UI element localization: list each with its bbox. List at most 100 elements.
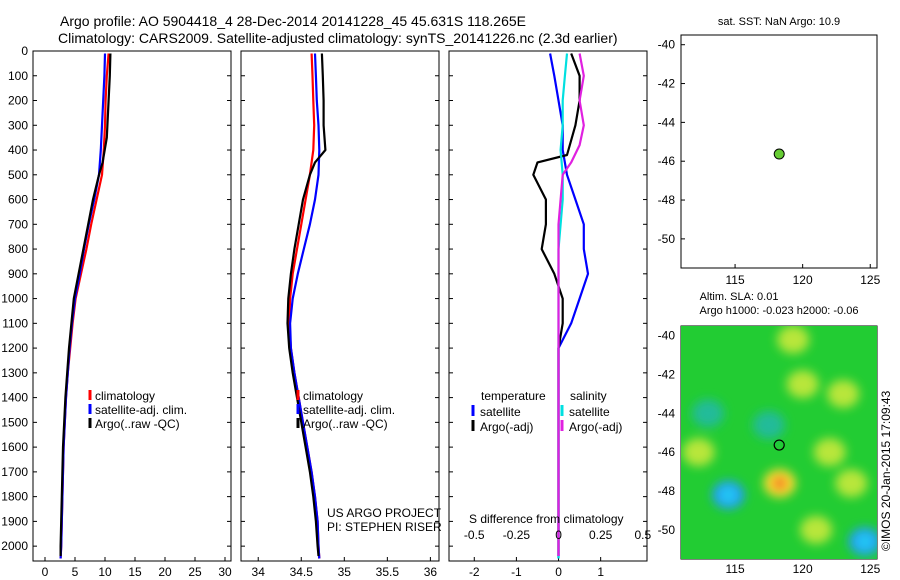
diff-legend-label: satellite [569,405,610,419]
sal-series-argorawqc [286,53,327,557]
sla-title-2: Argo h1000: -0.023 h2000: -0.06 [699,305,858,317]
sst-ytick-label: -50 [658,232,676,246]
sla-field [682,326,877,556]
diff-legend-title: temperature [481,389,546,403]
sst-float-marker [773,148,785,160]
diff-legend-label: Argo(-adj) [569,420,622,434]
x-tick-label: 0 [42,565,49,579]
diff-legend-title: salinity [570,389,607,403]
sst-title: sat. SST: NaN Argo: 10.9 [718,16,840,28]
sal-legend-label: climatology [303,389,363,403]
sla-ytick-label: -46 [658,445,676,459]
sst-ytick-label: -44 [658,115,676,129]
y-tick-label: 800 [8,242,28,256]
x-tick-label: 15 [128,565,142,579]
x-tick-label-t: 0 [555,565,562,579]
sst-ytick-label: -46 [658,154,676,168]
credit-imos: ©IMOS 20-Jan-2015 17:09:43 [879,390,893,551]
y-tick-label: 1700 [1,465,28,479]
y-tick-label: 0 [21,44,28,58]
x-tick-label-s: 0.5 [634,528,651,542]
x-tick-label-s: 0 [555,528,562,542]
x-tick-label: 20 [158,565,172,579]
sla-float-marker [773,439,785,451]
sla-anomaly [777,326,810,354]
x-tick-label: 30 [218,565,232,579]
x-tick-label-t: 1 [597,565,604,579]
x-tick-label: 25 [188,565,202,579]
x-tick-label-t: -2 [469,565,480,579]
sla-ytick-label: -50 [658,523,676,537]
x-tick-label-s: -0.5 [464,528,485,542]
temp-legend-label: Argo(..raw -QC) [95,417,180,431]
y-tick-label: 700 [8,217,28,231]
temp-legend-label: satellite-adj. clim. [95,403,187,417]
sla-anomaly-core [856,533,873,550]
temp-series-argorawqc [59,53,112,556]
diff-series-temperature-argoadj [532,53,581,556]
y-tick-label: 300 [8,118,28,132]
credit-project: US ARGO PROJECT [327,506,442,520]
sla-background [681,326,877,559]
temp-series-satelliteadjclim [59,53,107,559]
sal-frame [240,50,440,562]
sst-ytick-label: -40 [658,38,676,52]
diff-xlabel-top: S difference from climatology [469,512,624,526]
sla-ytick-label: -48 [658,484,676,498]
title-line-1: Argo profile: AO 5904418_4 28-Dec-2014 2… [60,13,526,29]
x-tick-label: 35 [338,565,352,579]
y-tick-label: 1900 [1,514,28,528]
diff-series-salinity-argoadj [557,53,585,556]
y-tick-label: 900 [8,267,28,281]
sla-anomaly [835,469,868,498]
y-tick-label: 500 [8,168,28,182]
sal-legend-label: Argo(..raw -QC) [303,417,388,431]
sst-ytick-label: -42 [658,77,676,91]
x-tick-label-s: 0.25 [589,528,613,542]
x-tick-label: 10 [98,565,112,579]
sla-ytick-label: -42 [658,368,676,382]
sla-anomaly [752,411,785,440]
sla-anomaly [800,515,833,544]
y-tick-label: 100 [8,69,28,83]
y-tick-label: 1200 [1,341,28,355]
sst-xtick-label: 120 [793,273,813,287]
y-tick-label: 400 [8,143,28,157]
sla-anomaly [813,438,846,467]
y-tick-label: 2000 [1,539,28,553]
temp-legend-label: climatology [95,389,155,403]
sla-xtick-label: 120 [793,562,813,576]
sla-title-1: Altim. SLA: 0.01 [700,291,779,303]
diff-frame [448,50,648,562]
sla-ytick-label: -44 [658,406,676,420]
diff-legend-label: satellite [480,405,521,419]
x-tick-label: 34.5 [290,565,314,579]
sal-series-climatology [288,53,321,559]
y-tick-label: 1300 [1,366,28,380]
sla-blobs [682,326,877,556]
diff-legend-label: Argo(-adj) [480,420,533,434]
title-line-2: Climatology: CARS2009. Satellite-adjuste… [58,30,618,46]
x-tick-label: 5 [72,565,79,579]
sal-series-satelliteadjclim [289,53,321,559]
sla-anomaly [682,438,715,467]
y-tick-label: 600 [8,193,28,207]
sal-legend-label: satellite-adj. clim. [303,403,395,417]
sla-anomaly [692,399,725,428]
sla-anomaly [786,370,819,399]
sst-xtick-label: 125 [860,273,880,287]
sla-anomaly-core [720,486,737,503]
y-tick-label: 1100 [2,316,28,330]
temp-frame [32,50,232,562]
sla-anomaly-core [772,476,787,491]
sst-xtick-label: 115 [725,273,744,287]
sla-xtick-label: 125 [860,562,880,576]
y-tick-label: 1800 [1,490,28,504]
credit-pi: PI: STEPHEN RISER [327,520,442,534]
sla-anomaly [827,379,860,408]
x-tick-label-s: -0.25 [503,528,531,542]
x-tick-label: 35.5 [376,565,400,579]
sla-ytick-label: -40 [658,329,676,343]
x-tick-label: 34 [252,565,266,579]
